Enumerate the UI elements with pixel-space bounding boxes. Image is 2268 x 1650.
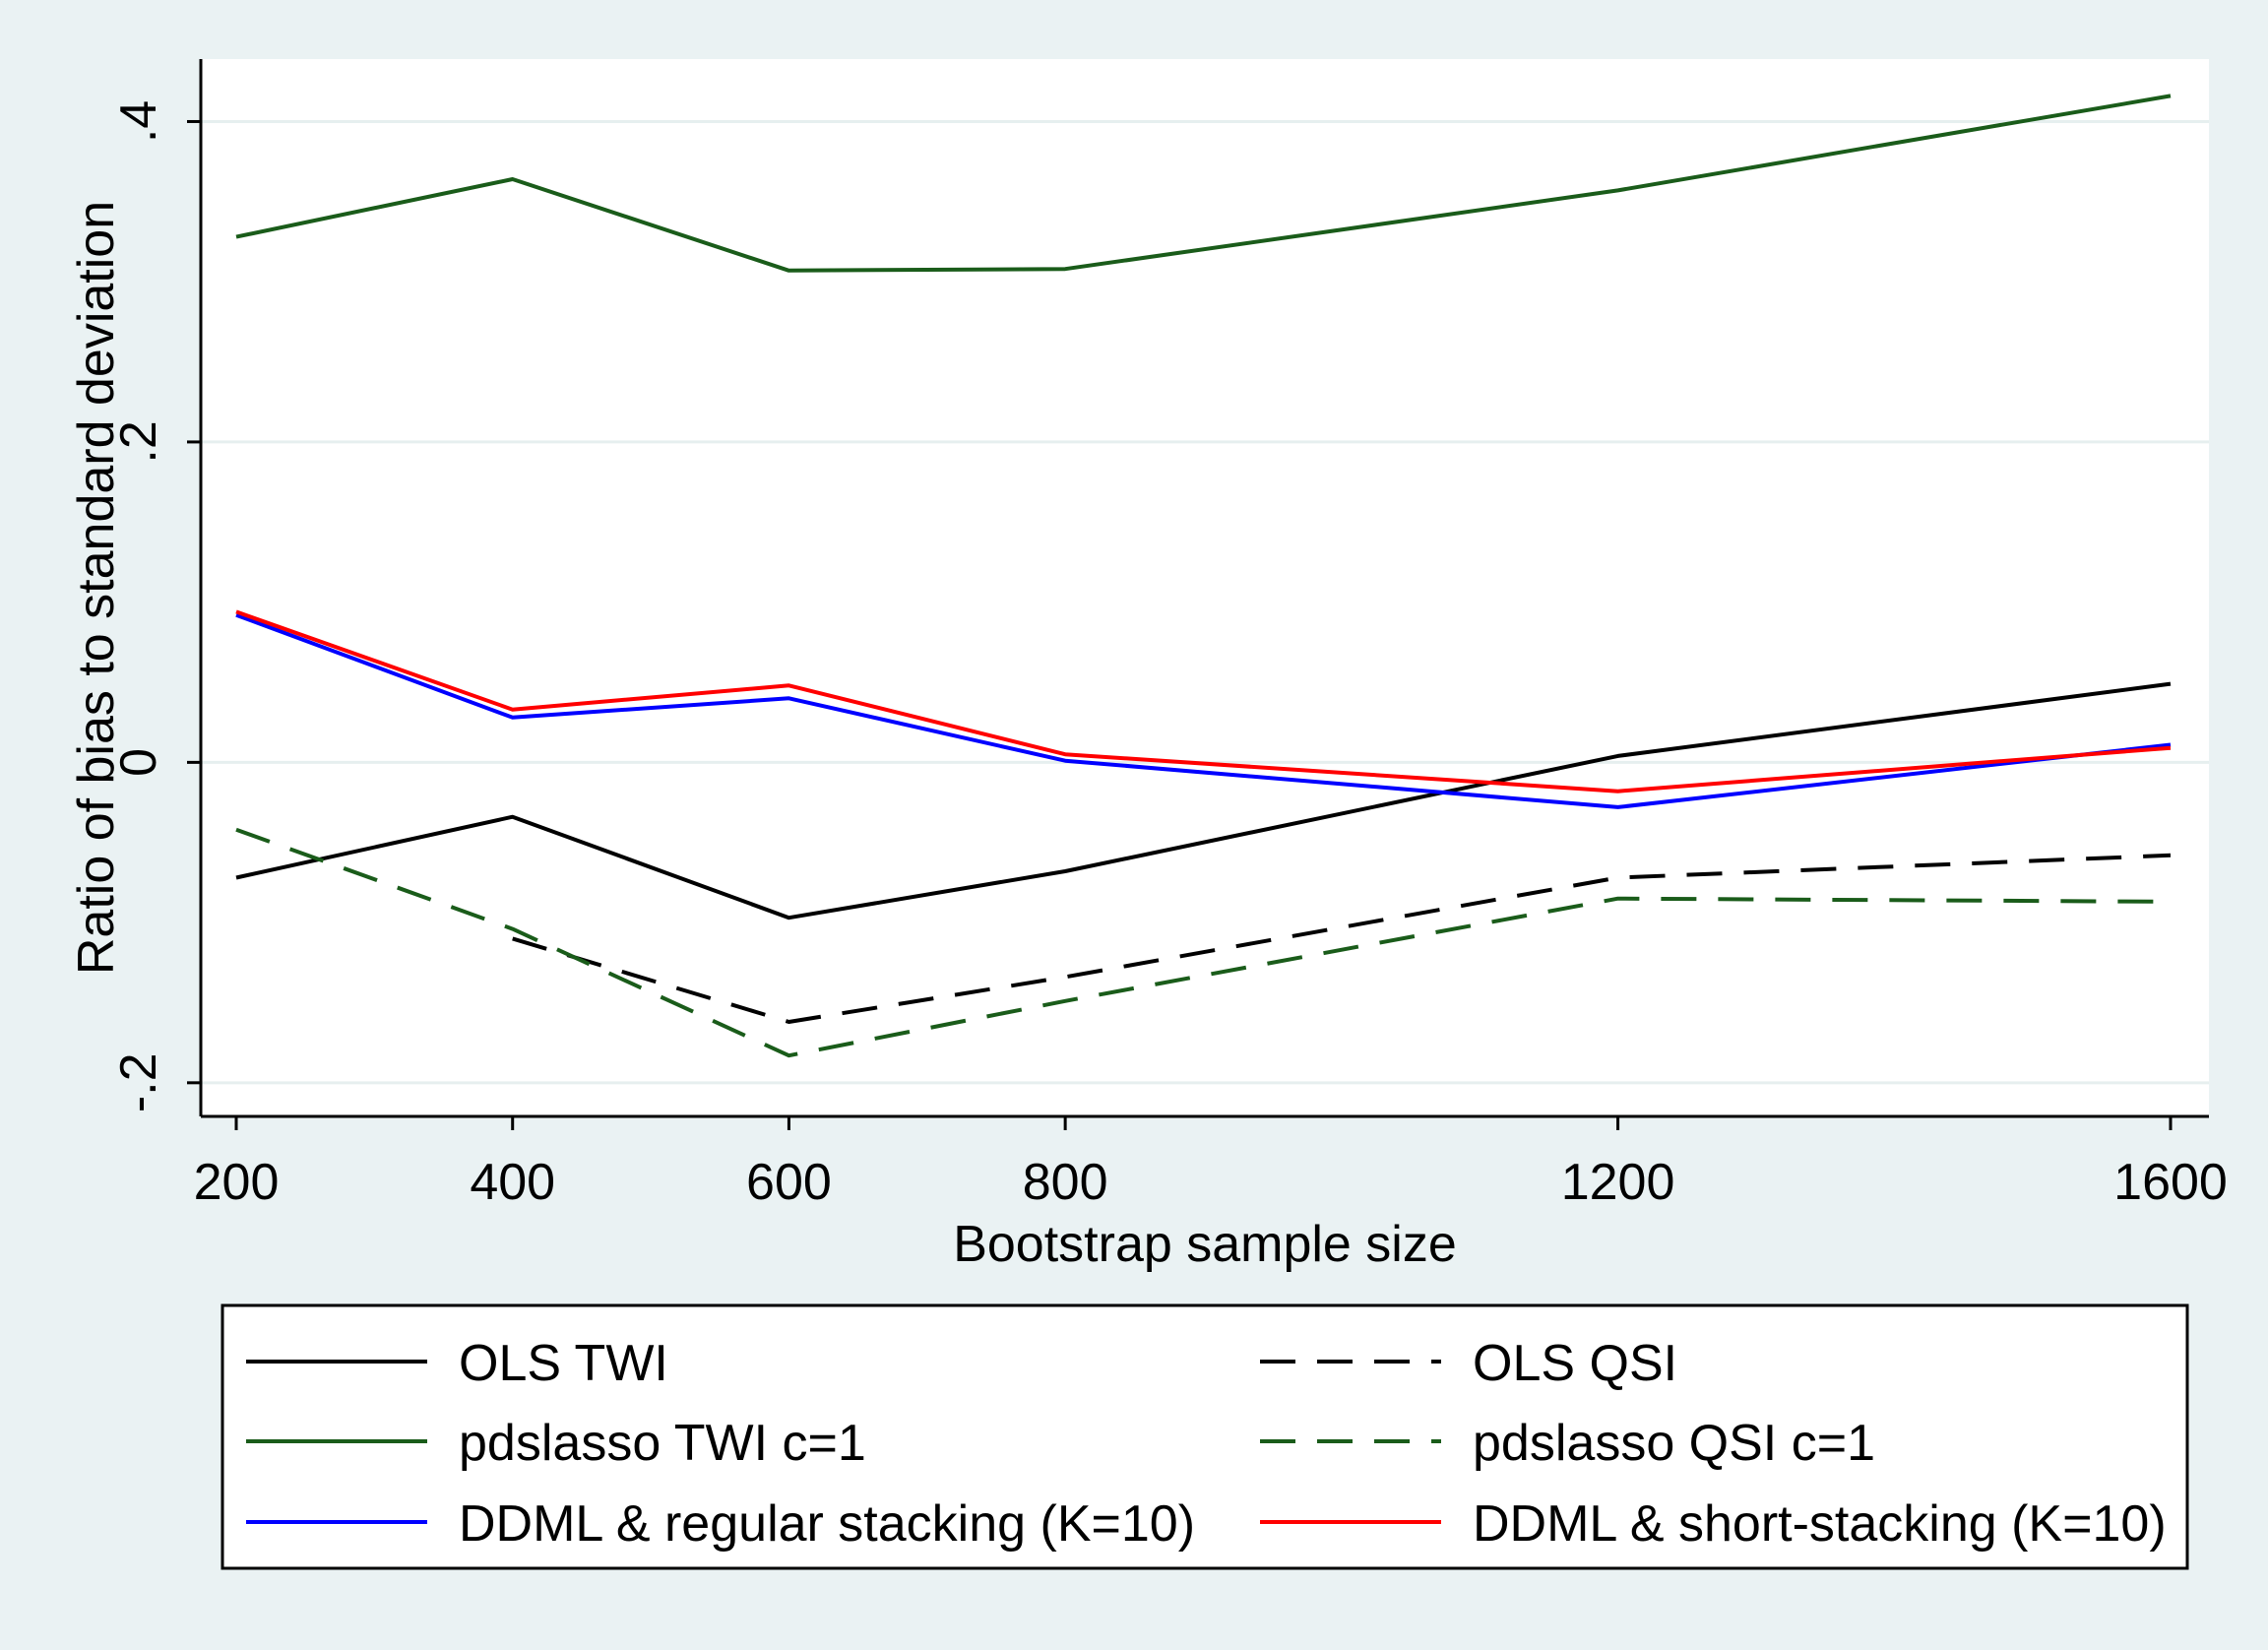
gridlines [201,119,2209,1085]
x-tick-label: 1200 [1561,1154,1675,1211]
x-tick-label: 200 [194,1154,280,1211]
y-axis-ticks: -.2 0 .2 .4 [110,100,201,1112]
series-line-ols-twi [235,681,2172,920]
series-line-pdslasso-twi-c-1 [235,94,2172,273]
series-lines [235,94,2172,1058]
legend-label: pdslasso QSI c=1 [1473,1415,1875,1472]
y-tick-label: -.2 [110,1052,167,1112]
legend-box [220,1303,2189,1570]
series-line-ols-qsi [512,853,2172,1024]
legend-label: OLS QSI [1473,1335,1677,1392]
plot-area [201,59,2209,1116]
legend-label: DDML & short-stacking (K=10) [1473,1495,2167,1553]
x-tick-label: 600 [746,1154,832,1211]
y-axis-title: Ratio of bias to standard deviation [68,201,125,975]
x-tick-label: 400 [470,1154,555,1211]
x-tick-label: 1600 [2113,1154,2228,1211]
x-axis-title: Bootstrap sample size [953,1216,1457,1273]
y-tick-label: .2 [110,420,167,463]
series-line-pdslasso-qsi-c-1 [235,827,2172,1058]
legend-label: DDML & regular stacking (K=10) [459,1495,1195,1553]
legend-label: OLS TWI [459,1335,668,1392]
legend-label: pdslasso TWI c=1 [459,1415,866,1472]
legend: OLS TWI OLS QSI pdslasso TWI c=1 pdslasso Q… [246,1335,2167,1553]
y-tick-label: .4 [110,100,167,143]
x-tick-label: 800 [1023,1154,1108,1211]
x-axis-ticks: 200 400 600 800 1200 1600 [194,1116,2228,1211]
series-line-ddml-regular-stacking-k-10- [235,612,2172,809]
series-line-ddml-short-stacking-k-10- [235,609,2172,793]
y-tick-label: 0 [110,748,167,777]
